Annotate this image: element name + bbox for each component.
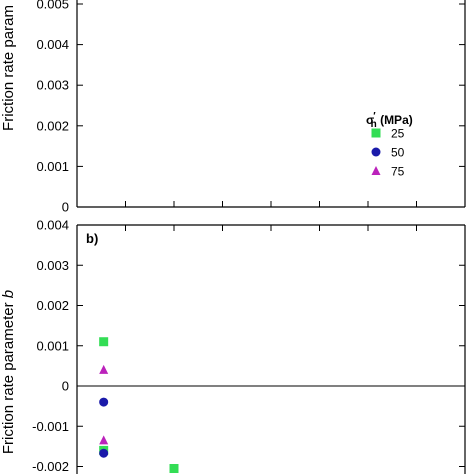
y-tick-label: 0.002: [36, 118, 69, 133]
legend-marker-circle: [371, 147, 381, 157]
panel-label: b): [86, 231, 98, 246]
legend-entry-label: 75: [391, 165, 405, 179]
legend-title-part: σ: [366, 113, 374, 127]
y-tick-label: -0.002: [32, 459, 69, 474]
y-tick-label: 0.001: [36, 338, 69, 353]
legend-entry-label: 50: [391, 146, 405, 160]
y-tick-label: 0: [62, 379, 69, 394]
data-point-circle: [99, 397, 109, 407]
legend-title-part: n: [371, 119, 377, 130]
legend-marker-square: [371, 128, 381, 138]
data-point-square: [169, 464, 179, 474]
y-axis-title-main: Friction rate parameter: [0, 298, 17, 454]
data-point-circle: [99, 448, 109, 458]
y-tick-label: 0.004: [36, 218, 69, 233]
legend-entry-label: 25: [391, 127, 405, 141]
y-tick-label: 0.004: [36, 37, 69, 52]
y-axis-title: Friction rate param: [0, 5, 17, 131]
y-tick-label: 0.002: [36, 298, 69, 313]
y-tick-label: 0.003: [36, 78, 69, 93]
legend: σ′ n (MPa)25 50 75: [366, 111, 413, 179]
y-tick-label: 0.003: [36, 258, 69, 273]
chart-panel-1: 0.005 0.004 0.003 0.002 0.001 0 Friction rate …: [0, 0, 466, 215]
legend-marker-triangle: [371, 166, 381, 175]
y-axis-title: Friction rate parameter b: [0, 290, 17, 454]
data-point-triangle: [99, 364, 109, 374]
y-tick-label: 0: [62, 200, 69, 215]
y-tick-label: 0.001: [36, 159, 69, 174]
y-tick-label: -0.001: [32, 419, 69, 434]
legend-title-part: ′: [373, 111, 376, 122]
data-point-triangle: [99, 435, 109, 445]
chart-panel-2: 0.004 0.003 0.002 0.001 0 -0.001 -0.002 Frictio…: [0, 218, 466, 474]
y-tick-label: 0.005: [36, 0, 69, 12]
legend-title-part: (MPa): [377, 113, 413, 127]
data-point-square: [99, 337, 109, 347]
legend-title: σ′ n (MPa): [366, 111, 413, 130]
y-axis-title-variable: b: [0, 290, 17, 298]
